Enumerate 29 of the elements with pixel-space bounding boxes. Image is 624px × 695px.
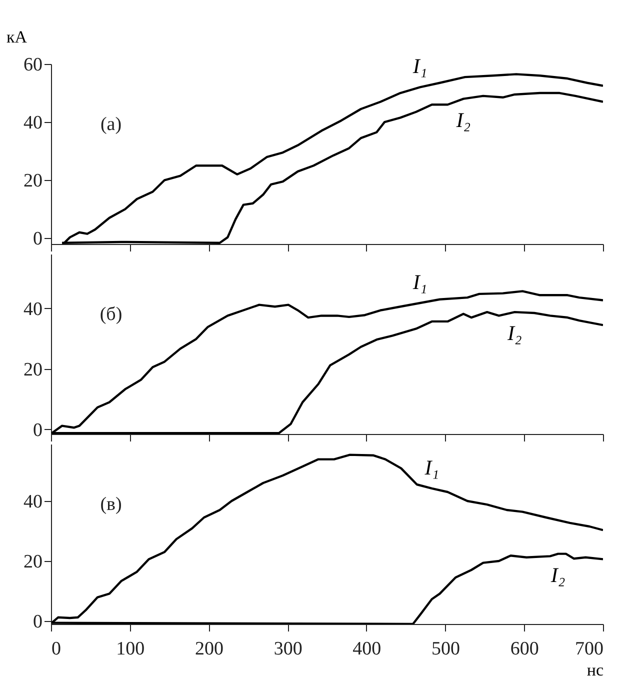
series-label: I₂ xyxy=(506,321,522,346)
x-tick-label: 700 xyxy=(575,638,604,660)
x-tick-label: 600 xyxy=(510,638,539,660)
x-tick-label: 0 xyxy=(52,638,61,660)
annotation: (в) xyxy=(100,494,122,515)
series-label: I₁ xyxy=(424,455,440,480)
x-tick-label: 400 xyxy=(352,638,382,660)
y-axis-title: кА xyxy=(6,28,28,46)
series-label: I₁ xyxy=(412,54,428,78)
series-label: I₂ xyxy=(455,108,471,132)
y-tick-label: 40 xyxy=(24,492,42,512)
series-label: I₁ xyxy=(412,270,428,294)
x-tick-label: 100 xyxy=(116,638,145,660)
annotation: (а) xyxy=(100,114,122,135)
x-tick-label: 300 xyxy=(274,638,302,660)
y-tick-label: 0 xyxy=(33,228,42,250)
x-axis-title: нс xyxy=(586,660,604,680)
y-tick-label: 20 xyxy=(24,170,42,192)
y-tick-label: 60 xyxy=(24,54,42,76)
series-label: I₂ xyxy=(550,562,566,587)
y-tick-label: 20 xyxy=(24,359,42,380)
annotation: (б) xyxy=(100,304,122,325)
x-tick-label: 500 xyxy=(432,638,460,660)
y-tick-label: 0 xyxy=(33,420,42,441)
y-tick-label: 0 xyxy=(33,612,42,632)
y-tick-label: 20 xyxy=(24,552,42,572)
x-tick-label: 200 xyxy=(194,638,224,660)
y-tick-label: 40 xyxy=(24,298,42,320)
y-tick-label: 40 xyxy=(24,112,42,134)
